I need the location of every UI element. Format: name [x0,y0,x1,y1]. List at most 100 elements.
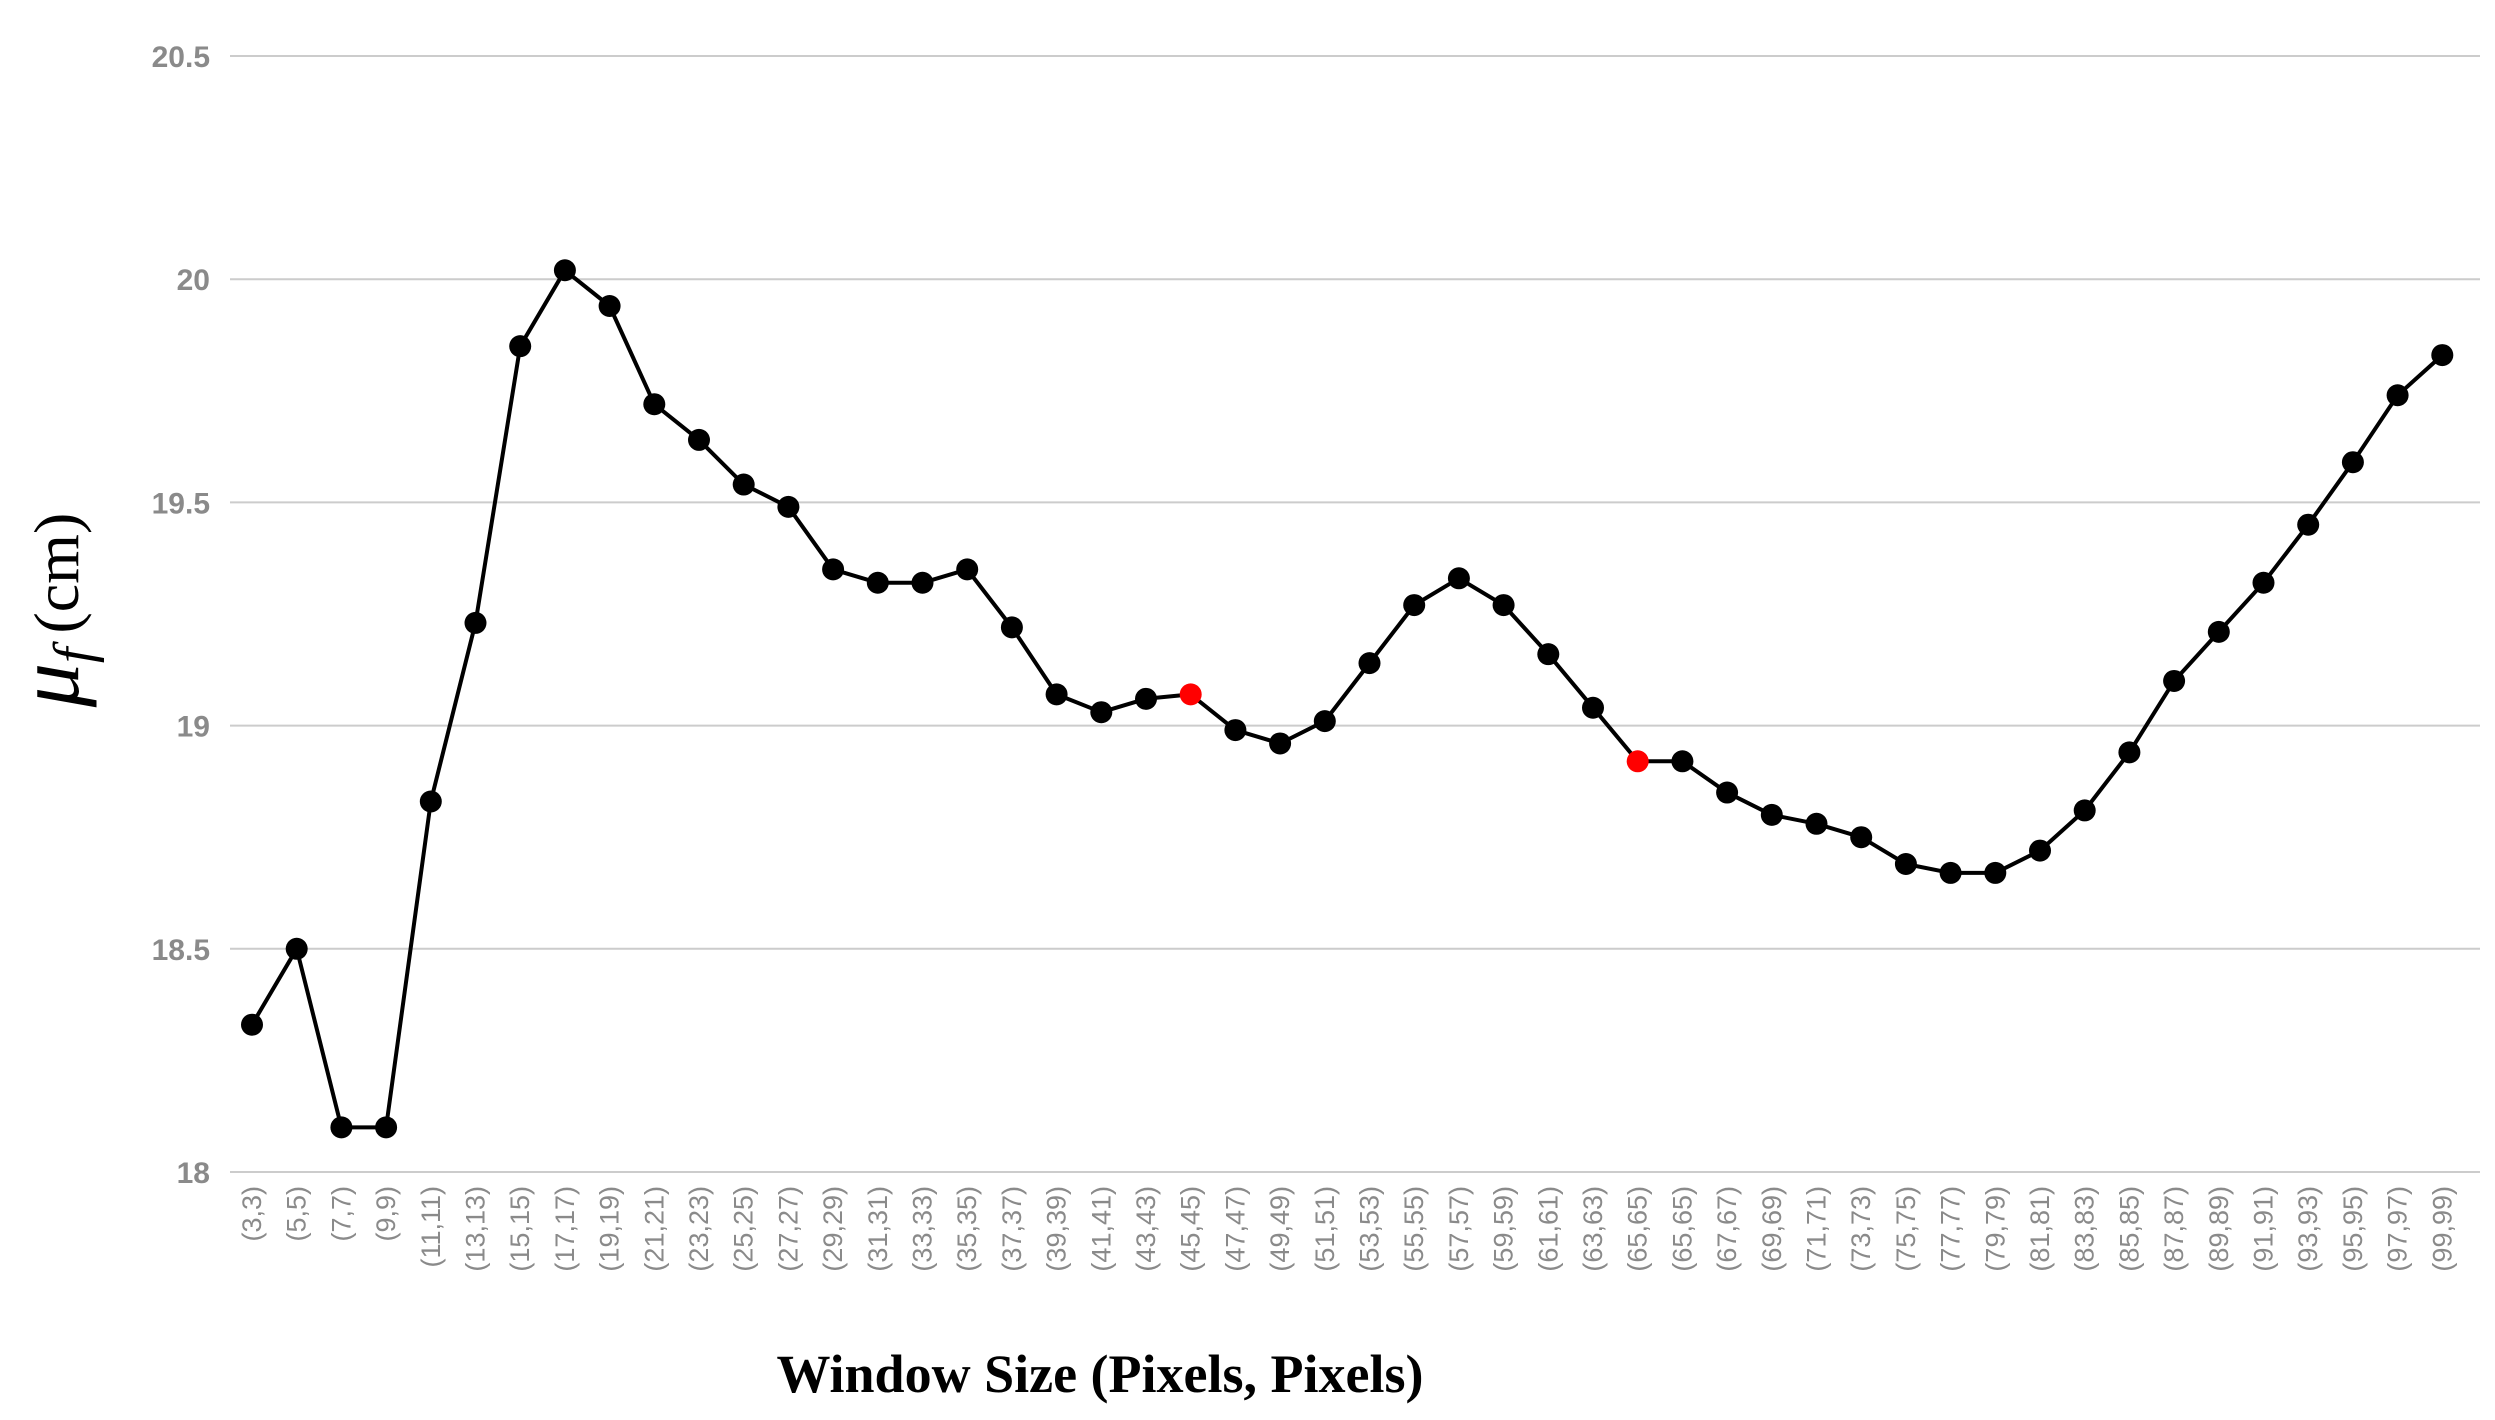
data-point [911,571,934,594]
data-point [598,294,621,317]
x-tick-label: (33,33) [908,1186,938,1272]
data-point [1000,616,1023,639]
data-point [1269,732,1292,755]
x-tick-label: (69,69) [1757,1186,1787,1272]
x-tick-label: (57,57) [1444,1186,1474,1272]
x-tick-label: (89,89) [2204,1186,2234,1272]
x-tick-label: (85,85) [2114,1186,2144,1272]
x-tick-label: (27,27) [773,1186,803,1272]
data-point [2252,571,2275,594]
x-tick-label: (61,61) [1533,1186,1563,1272]
data-point [330,1116,353,1139]
x-tick-label: (25,25) [729,1186,759,1272]
data-point [2073,799,2096,822]
data-point [1894,852,1917,875]
x-tick-label: (83,83) [2070,1186,2100,1272]
data-point [1224,719,1247,742]
highlighted-data-point [1626,750,1649,773]
x-tick-label: (7,7) [326,1186,356,1242]
data-point [2207,620,2230,643]
y-tick-label: 19 [177,711,210,744]
y-axis-label-symbol: μ [1,663,98,708]
x-tick-label: (71,71) [1802,1186,1832,1272]
data-point [777,495,800,518]
data-point [1850,826,1873,849]
data-point [1537,643,1560,666]
data-point [2163,669,2186,692]
data-point [1716,781,1739,804]
data-point [2029,839,2051,862]
x-tick-label: (51,51) [1310,1186,1340,1272]
data-point [688,428,710,451]
x-axis-ticks: (3,3) (5,5) (7,7) (9,9) (11,11) (13,13) (15,15… [237,1186,2457,1272]
data-point [285,937,308,960]
y-tick-label: 18 [177,1157,210,1190]
y-tick-label: 19.5 [152,487,210,520]
data-point [553,259,576,282]
x-tick-label: (91,91) [2249,1186,2279,1272]
data-point [1090,701,1113,724]
x-tick-label: (41,41) [1086,1186,1116,1272]
x-tick-label: (93,93) [2293,1186,2323,1272]
data-point [822,558,845,581]
data-point [1805,812,1828,835]
x-tick-label: (81,81) [2025,1186,2055,1272]
y-tick-label: 20.5 [152,41,210,74]
x-tick-label: (99,99) [2427,1186,2457,1272]
x-tick-label: (73,73) [1846,1186,1876,1272]
data-point [866,571,889,594]
data-point [732,473,755,496]
data-point [1358,652,1381,675]
data-point [509,335,532,358]
data-point [241,1013,263,1036]
y-tick-label: 18.5 [152,934,210,967]
data-point [2297,513,2320,536]
series-line-layer [250,268,2444,1130]
x-tick-label: (3,3) [237,1186,267,1242]
x-tick-label: (29,29) [818,1186,848,1272]
highlighted-data-point [1179,683,1202,706]
x-tick-label: (65,65) [1667,1186,1697,1272]
x-tick-label: (15,15) [505,1186,535,1272]
x-tick-label: (53,53) [1355,1186,1385,1272]
x-tick-label: (59,59) [1489,1186,1519,1272]
data-point [1403,594,1426,617]
x-tick-label: (97,97) [2383,1186,2413,1272]
x-tick-label: (47,47) [1220,1186,1250,1272]
y-axis-label-subscript: f [43,640,105,663]
x-tick-label: (87,87) [2159,1186,2189,1272]
series-points [241,259,2454,1139]
data-point [956,558,979,581]
data-point [419,790,442,813]
x-tick-label: (37,37) [997,1186,1027,1272]
x-axis-label: Window Size (Pixels, Pixels) [777,1344,1424,1404]
data-point [2118,741,2141,764]
data-point [1135,687,1157,710]
gridlines [230,55,2480,1173]
x-tick-label: (67,67) [1712,1186,1742,1272]
x-tick-label: (31,31) [863,1186,893,1272]
data-point [2431,344,2454,367]
x-tick-label: (17,17) [550,1186,580,1272]
data-point [1760,803,1783,826]
x-tick-label: (55,55) [1399,1186,1429,1272]
x-tick-label: (39,39) [1042,1186,1072,1272]
x-tick-label: (49,49) [1265,1186,1295,1272]
x-tick-label: (35,35) [952,1186,982,1272]
x-tick-label: (65,65) [1623,1186,1653,1272]
x-tick-label: (5,5) [282,1186,312,1242]
data-point [1582,696,1604,719]
x-tick-label: (11,11) [416,1186,446,1268]
x-tick-label: (63,63) [1578,1186,1608,1272]
x-tick-label: (75,75) [1891,1186,1921,1272]
x-tick-label: (19,19) [595,1186,625,1272]
x-tick-label: (9,9) [371,1186,401,1242]
data-point [1447,567,1470,590]
y-axis-ticks: 18 18.5 19 19.5 20 20.5 [152,41,210,1190]
data-point [1939,861,1962,884]
data-point [2341,451,2364,474]
data-point [375,1116,398,1139]
data-point [1984,861,2007,884]
